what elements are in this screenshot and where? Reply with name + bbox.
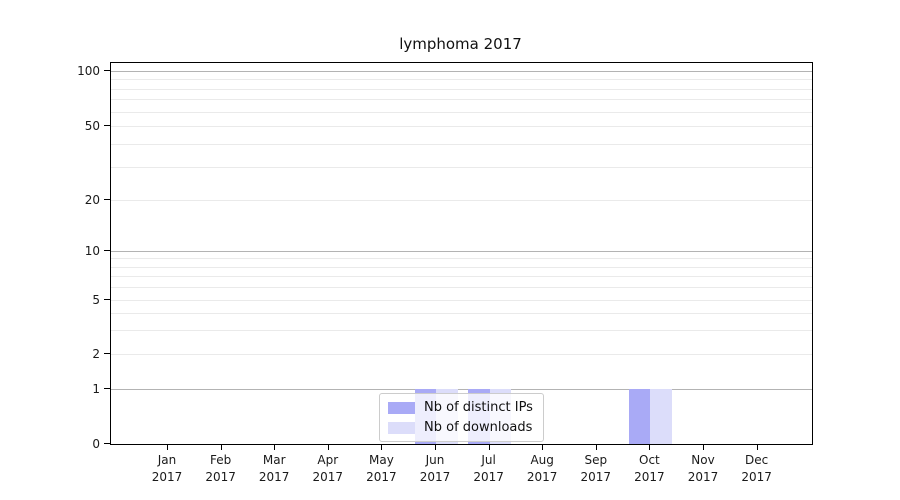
x-tick-year: 2017 — [473, 470, 504, 484]
x-tick-label: Oct 2017 — [619, 452, 679, 486]
gridline-minor — [111, 200, 812, 201]
x-tick-month: Nov — [691, 453, 715, 467]
x-tick-label: Nov 2017 — [673, 452, 733, 486]
gridline-minor — [111, 276, 812, 278]
y-tick-mark — [104, 353, 110, 354]
gridline-minor — [111, 300, 812, 301]
x-tick-month: Dec — [744, 453, 769, 467]
gridline-minor — [111, 144, 812, 146]
gridline-minor — [111, 258, 812, 260]
x-tick-mark — [542, 444, 544, 450]
y-tick-mark — [104, 299, 110, 300]
x-tick-year: 2017 — [258, 470, 290, 484]
x-tick-month: Jul — [481, 453, 496, 467]
x-tick-label: Jan 2017 — [137, 452, 197, 486]
x-tick-label: Aug 2017 — [512, 452, 572, 486]
x-tick-month: Jan — [157, 453, 177, 467]
x-tick-month: May — [368, 453, 394, 467]
x-tick-mark — [703, 444, 704, 450]
x-tick-mark — [167, 444, 168, 450]
y-tick-label: 2 — [92, 346, 100, 361]
x-tick-year: 2017 — [205, 470, 236, 484]
legend-swatch-distinct-ips — [388, 401, 415, 414]
x-tick-month: Oct — [639, 453, 660, 467]
x-tick-mark — [220, 444, 222, 450]
y-tick-label: 0 — [92, 436, 100, 451]
gridline-minor — [111, 88, 812, 90]
x-tick-year: 2017 — [687, 470, 719, 484]
y-tick-mark — [104, 250, 110, 251]
bar-distinct-ips — [628, 389, 651, 444]
gridline-minor — [111, 99, 812, 101]
chart-title: lymphoma 2017 — [399, 35, 522, 53]
x-tick-year: 2017 — [580, 470, 612, 484]
gridline-minor — [111, 266, 812, 268]
x-tick-year: 2017 — [151, 470, 183, 484]
y-tick-mark — [104, 388, 110, 389]
x-tick-mark — [756, 444, 758, 450]
y-tick-mark — [104, 70, 110, 71]
y-tick-label: 50 — [84, 118, 100, 133]
x-tick-month: Sep — [584, 453, 608, 467]
y-tick-label: 5 — [92, 292, 100, 307]
legend-label-downloads: Nb of downloads — [424, 420, 533, 435]
legend: Nb of distinct IPs Nb of downloads — [379, 393, 544, 442]
legend-item-distinct-ips: Nb of distinct IPs — [388, 400, 533, 415]
x-tick-mark — [488, 444, 490, 450]
x-tick-month: Feb — [209, 453, 232, 467]
x-tick-label: Dec 2017 — [727, 452, 787, 486]
legend-swatch-downloads — [388, 421, 415, 434]
y-tick-label: 10 — [84, 243, 100, 258]
x-tick-label: Jul 2017 — [459, 452, 519, 486]
y-tick-mark — [104, 125, 110, 126]
x-tick-year: 2017 — [634, 470, 665, 484]
bar-downloads — [650, 389, 672, 444]
x-tick-label: Mar 2017 — [244, 452, 304, 486]
gridline-minor — [111, 287, 812, 289]
gridline-minor — [111, 126, 812, 127]
gridline-minor — [111, 79, 812, 81]
x-tick-month: Mar — [262, 453, 286, 467]
x-tick-mark — [274, 444, 276, 450]
gridline-minor — [111, 167, 812, 169]
x-tick-label: Sep 2017 — [566, 452, 626, 486]
gridline-minor — [111, 330, 812, 332]
x-tick-month: Apr — [317, 453, 339, 467]
x-tick-mark — [649, 444, 651, 450]
legend-label-distinct-ips: Nb of distinct IPs — [424, 400, 533, 415]
gridline-minor — [111, 111, 812, 113]
x-tick-month: Jun — [425, 453, 445, 467]
y-tick-label: 20 — [84, 192, 100, 207]
gridline-minor — [111, 354, 812, 355]
x-tick-mark — [435, 444, 436, 450]
plot-area: Nb of distinct IPs Nb of downloads — [110, 62, 813, 445]
x-tick-year: 2017 — [526, 470, 558, 484]
x-tick-label: Apr 2017 — [298, 452, 358, 486]
y-tick-label: 1 — [92, 381, 100, 396]
x-tick-month: Aug — [530, 453, 554, 467]
x-tick-year: 2017 — [741, 470, 772, 484]
y-tick-mark — [104, 443, 110, 444]
x-tick-label: Jun 2017 — [405, 452, 465, 486]
x-tick-label: May 2017 — [351, 452, 411, 486]
x-tick-label: Feb 2017 — [191, 452, 251, 486]
gridline-major — [111, 71, 812, 72]
legend-item-downloads: Nb of downloads — [388, 420, 533, 435]
gridline-minor — [111, 313, 812, 315]
x-tick-year: 2017 — [312, 470, 344, 484]
gridline-major — [111, 251, 812, 252]
y-tick-mark — [104, 199, 110, 200]
x-tick-year: 2017 — [366, 470, 397, 484]
x-tick-year: 2017 — [419, 470, 451, 484]
x-tick-mark — [381, 444, 383, 450]
gridline-major — [111, 389, 812, 390]
x-tick-mark — [327, 444, 329, 450]
x-tick-mark — [595, 444, 597, 450]
y-tick-label: 100 — [77, 63, 100, 78]
